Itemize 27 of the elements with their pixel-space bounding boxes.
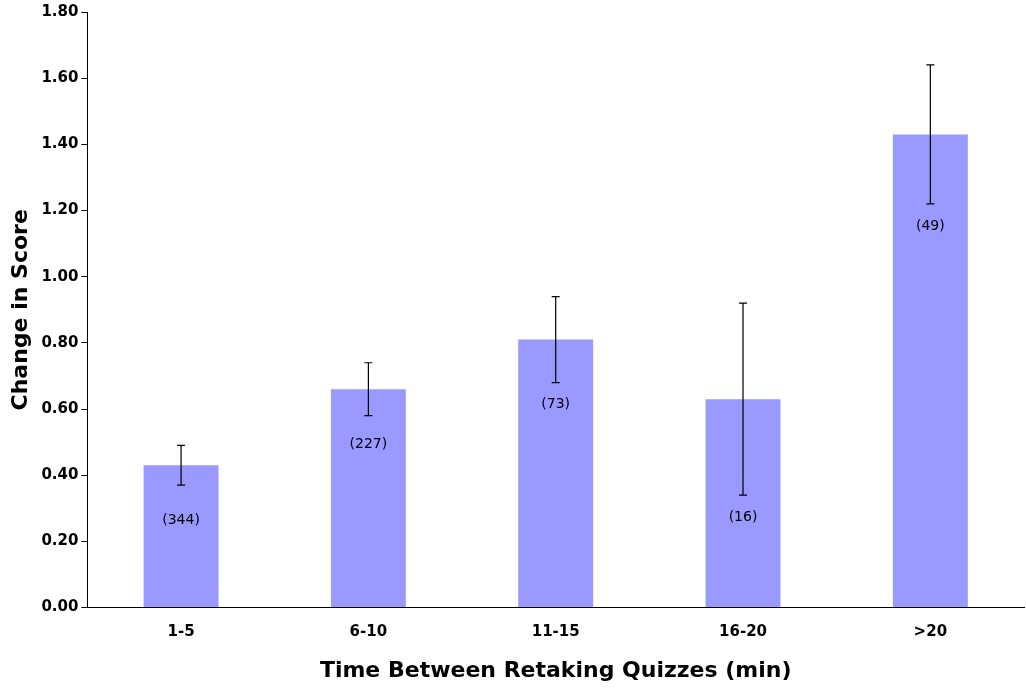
bar [330,389,406,608]
y-axis-title: Change in Score [6,209,32,411]
y-tick-label: 1.60 [41,68,79,87]
y-tick-label: 0.80 [41,332,79,351]
y-tick-label: 0.40 [41,465,79,484]
annotation: (16) [728,507,758,524]
x-tick-label: 11-15 [531,622,580,641]
bar [705,399,781,608]
x-tick-label: 1-5 [167,622,195,641]
bar [518,339,594,608]
x-axis-title: Time Between Retaking Quizzes (min) [319,656,792,682]
annotation: (49) [915,216,945,233]
annotation: (73) [541,395,571,412]
x-tick-label: >20 [913,622,948,641]
y-tick-label: 0.20 [41,531,79,550]
annotation: (344) [162,510,200,527]
y-tick-label: 1.00 [41,266,79,285]
y-tick-label: 1.20 [41,200,79,219]
x-tick-label: 6-10 [349,622,388,641]
x-tick-label: 16-20 [719,622,768,641]
y-tick-label: 1.40 [41,134,79,153]
bar [143,465,219,608]
y-tick-label: 1.80 [41,1,79,20]
y-tick-label: 0.00 [41,597,79,616]
y-tick-label: 0.60 [41,398,79,417]
annotation: (227) [349,434,388,451]
bar [892,134,968,608]
